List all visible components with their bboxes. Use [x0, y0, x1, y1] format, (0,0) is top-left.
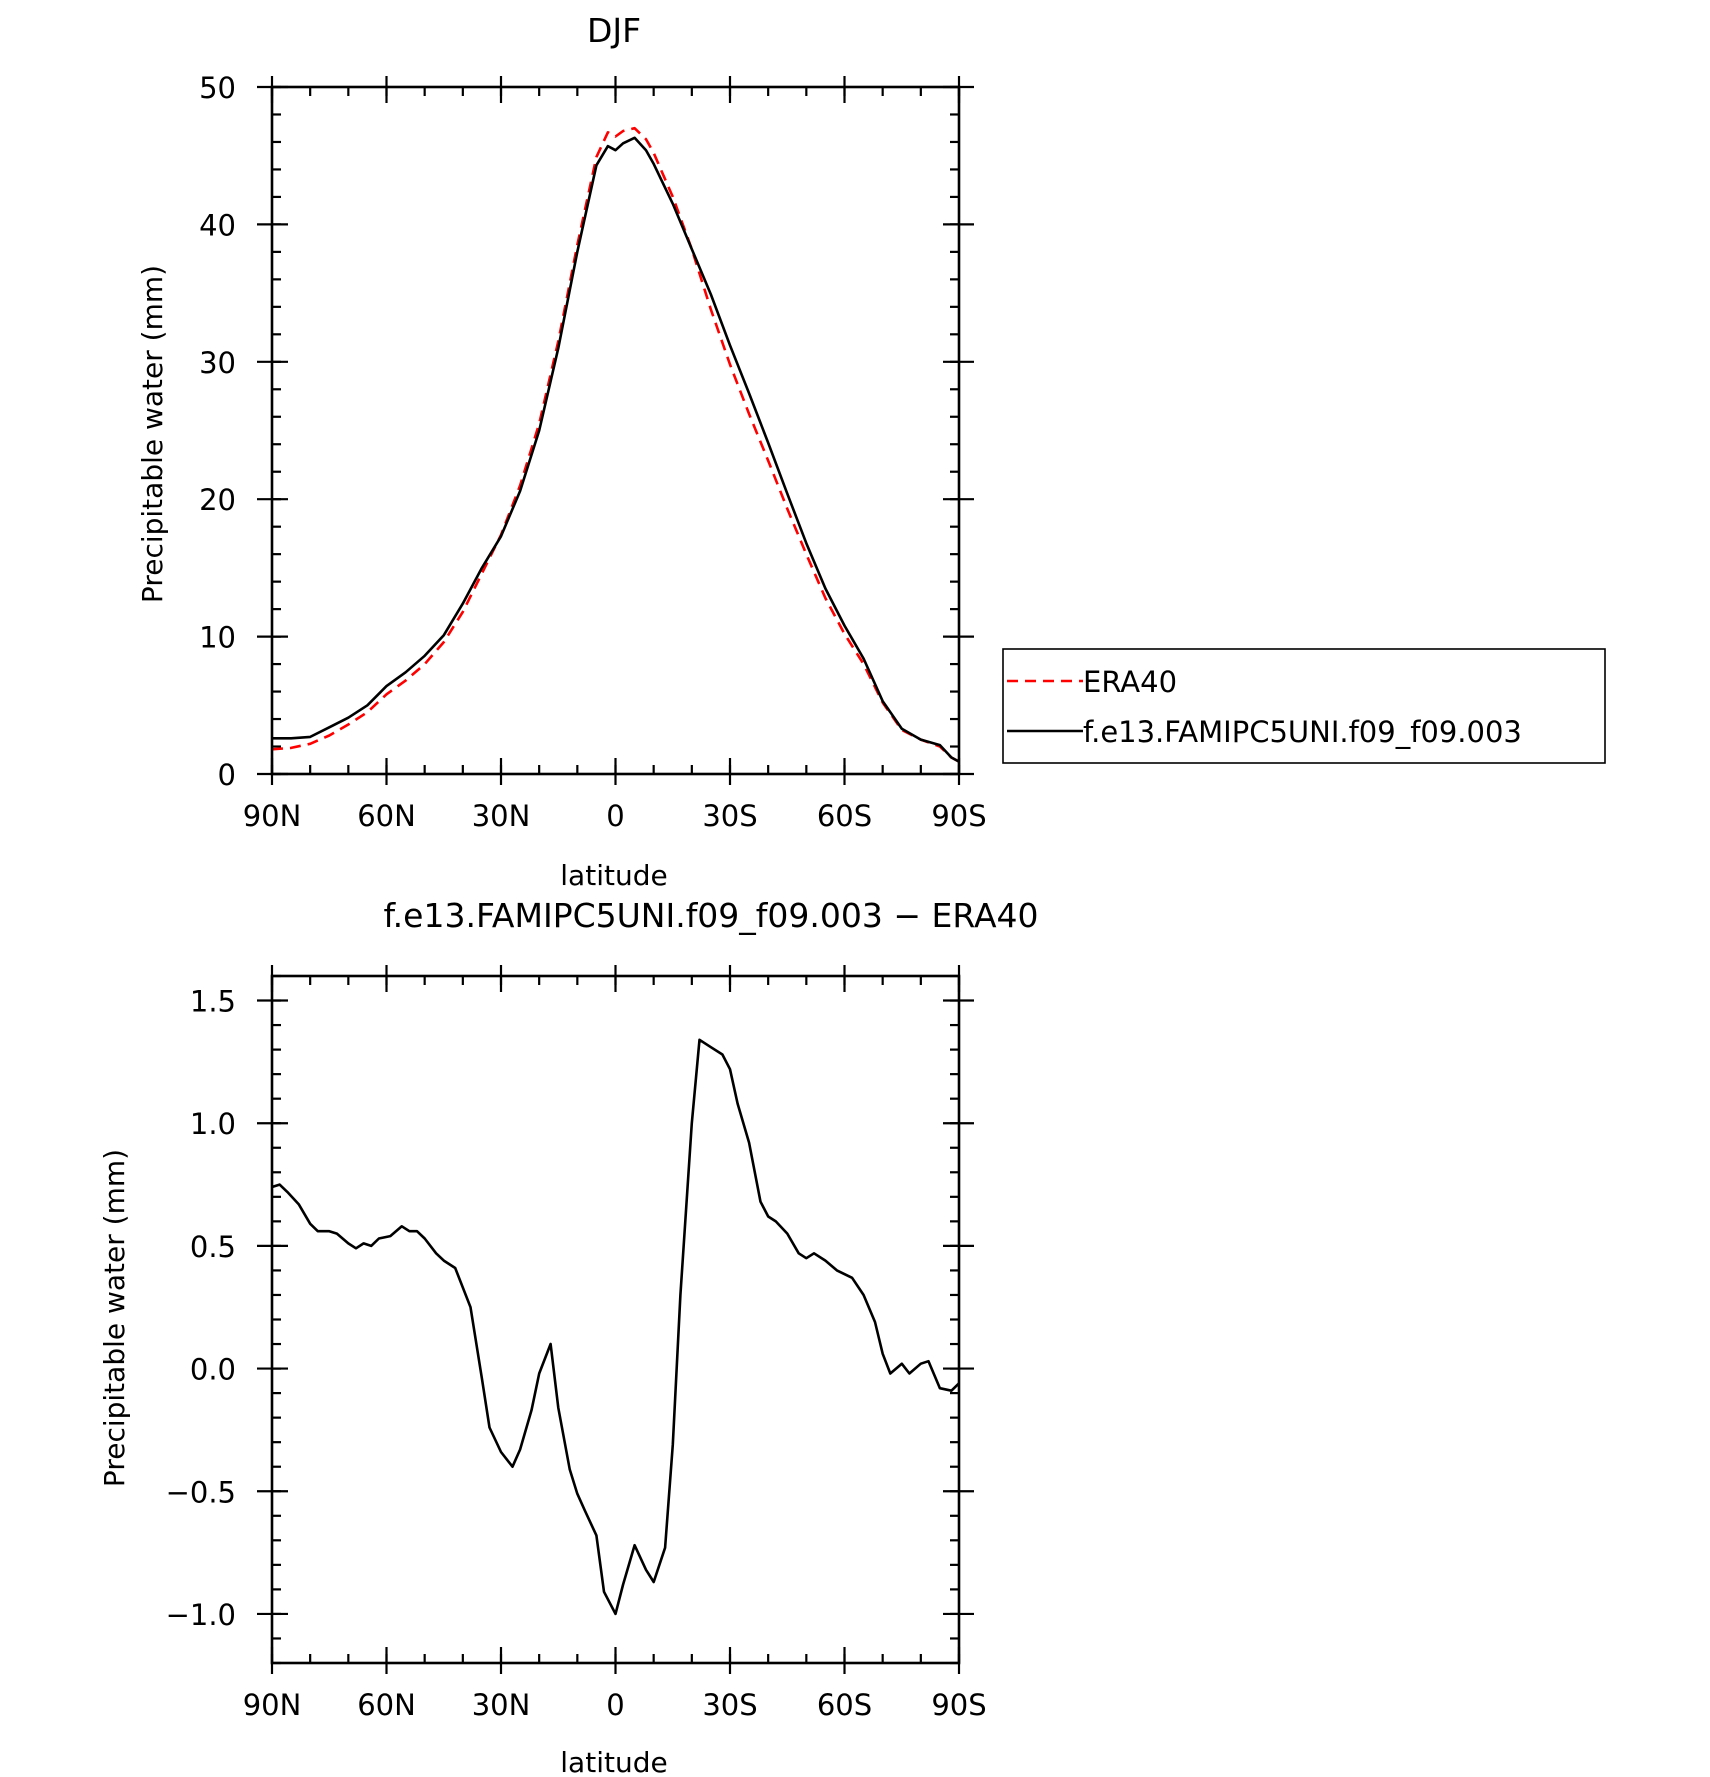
y-tick-label: 0.0: [190, 1353, 236, 1387]
y-tick-label: 0.5: [190, 1230, 236, 1264]
y-tick-label: 1.5: [190, 985, 236, 1019]
x-axis-label: latitude: [560, 859, 667, 892]
legend-label-era40: ERA40: [1083, 665, 1177, 699]
series-line-era40: [271, 126, 960, 763]
y-tick-label: 50: [199, 71, 236, 105]
x-tick-label: 0: [606, 1688, 624, 1722]
x-tick-label: 30S: [702, 1688, 757, 1722]
y-tick-label: −1.0: [166, 1598, 236, 1632]
y-tick-label: 20: [199, 483, 236, 517]
x-tick-label: 30S: [702, 799, 757, 833]
plot-frame: [270, 974, 961, 1665]
y-tick-label: 1.0: [190, 1107, 236, 1141]
y-tick-label: 0: [218, 758, 236, 792]
legend-box: [1002, 648, 1606, 764]
x-tick-label: 90N: [243, 799, 302, 833]
axis-ticks: 90N 60N 30N 0 30S 60S 90S −1.0 −0.5 0.0 0.5 1.0 1.5: [166, 965, 987, 1722]
series-line-difference: [271, 1038, 960, 1616]
legend-label-model: f.e13.FAMIPC5UNI.f09_f09.003: [1083, 715, 1522, 749]
series-group: [271, 1038, 960, 1616]
chart-title: f.e13.FAMIPC5UNI.f09_f09.003 − ERA40: [383, 896, 1038, 935]
x-tick-label: 0: [606, 799, 624, 833]
x-tick-label: 30N: [472, 1688, 531, 1722]
chart-panel-djf: DJF Precipitable water (mm) latitude 90N…: [136, 11, 1606, 892]
x-tick-label: 90S: [931, 1688, 986, 1722]
x-tick-label: 90S: [931, 799, 986, 833]
x-tick-label: 30N: [472, 799, 531, 833]
y-tick-label: 30: [199, 346, 236, 380]
y-axis-label: Precipitable water (mm): [98, 1149, 131, 1487]
chart-title: DJF: [587, 11, 641, 50]
series-line-f-e13-famipc5uni-f09-f09-003: [272, 136, 960, 763]
x-tick-label: 60S: [817, 799, 872, 833]
x-tick-label: 60N: [357, 1688, 416, 1722]
y-tick-label: 40: [199, 208, 236, 242]
x-tick-label: 60N: [357, 799, 416, 833]
x-axis-label: latitude: [560, 1746, 667, 1777]
x-tick-label: 90N: [243, 1688, 302, 1722]
series-group: [271, 126, 960, 763]
plot-frame: [270, 85, 961, 776]
x-tick-label: 60S: [817, 1688, 872, 1722]
y-tick-label: −0.5: [166, 1475, 236, 1509]
y-axis-label: Precipitable water (mm): [136, 265, 169, 603]
legend: ERA40 f.e13.FAMIPC5UNI.f09_f09.003: [1002, 648, 1606, 764]
chart-panel-difference: f.e13.FAMIPC5UNI.f09_f09.003 − ERA40 Pre…: [98, 896, 1039, 1777]
y-tick-label: 10: [199, 621, 236, 655]
